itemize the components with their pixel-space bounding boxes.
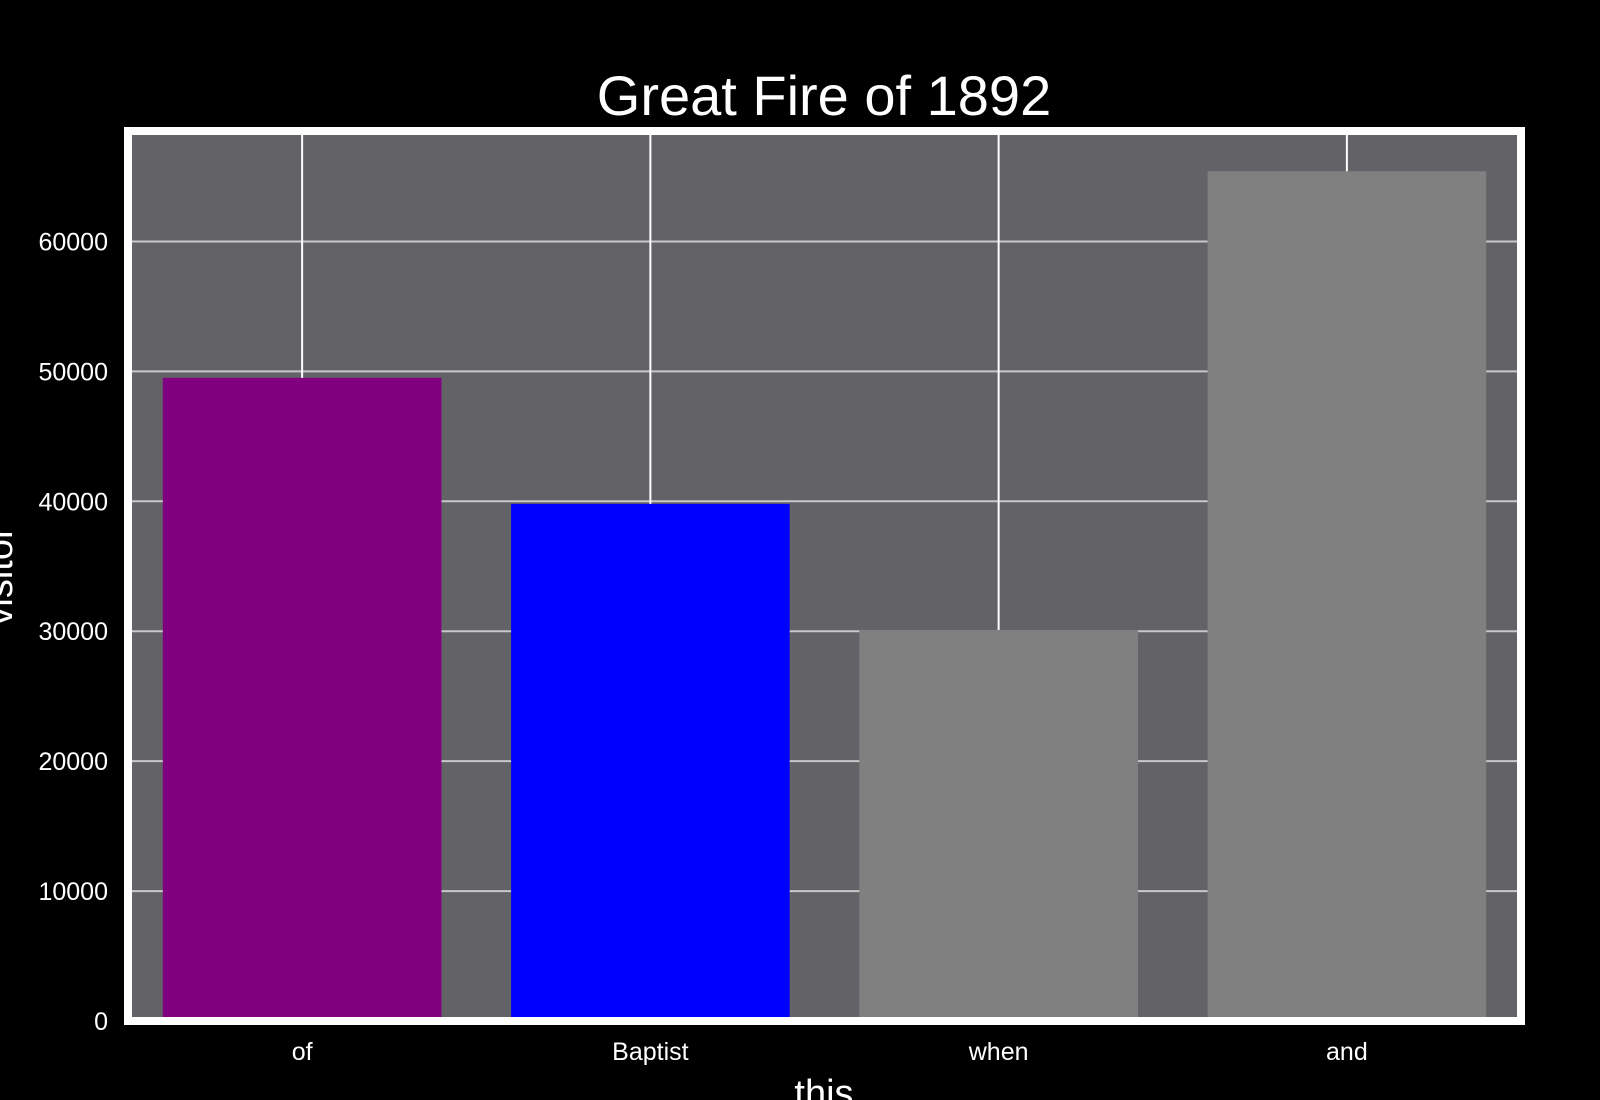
y-tick-label: 60000 [38,228,108,256]
x-tick-label: Baptist [612,1038,688,1066]
bars [162,171,1487,1022]
x-tick-label: when [968,1038,1029,1066]
x-tick-label: and [1326,1038,1368,1066]
chart-title: Great Fire of 1892 [597,64,1051,127]
x-tick-label: of [292,1038,313,1066]
tick-labels: 0 10000 20000 30000 40000 50000 60000 of Baptist… [38,228,1367,1066]
y-tick-label: 20000 [38,748,108,776]
x-axis-label: this [794,1073,853,1100]
bar [511,503,790,1021]
bar [162,377,442,1021]
y-tick-label: 0 [94,1008,108,1036]
y-tick-label: 30000 [38,618,108,646]
y-tick-label: 50000 [38,358,108,386]
y-tick-label: 40000 [38,488,108,516]
y-tick-label: 10000 [38,878,108,906]
bar [859,629,1138,1021]
y-axis-label: visitor [0,526,21,626]
bar [1207,171,1487,1022]
plot-frame [124,127,1525,1025]
